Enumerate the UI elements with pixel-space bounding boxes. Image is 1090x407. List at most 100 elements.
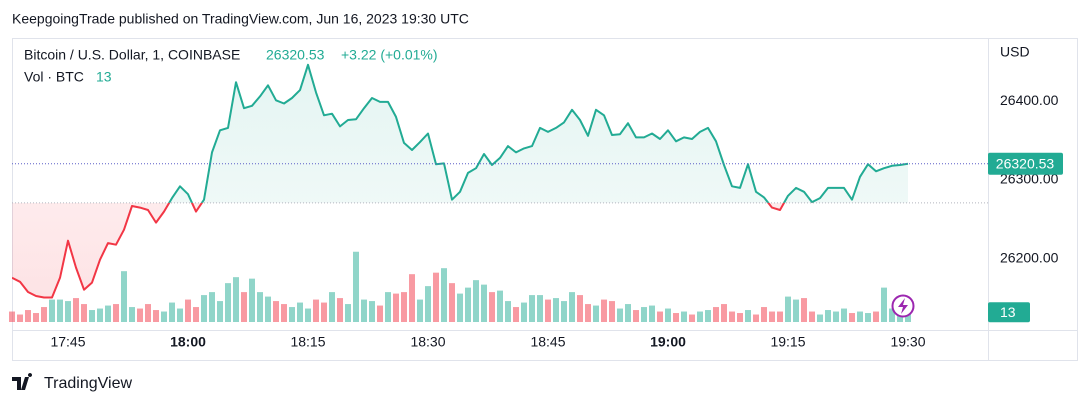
volume-bar bbox=[209, 292, 215, 322]
volume-title: Vol · BTC bbox=[24, 69, 84, 85]
volume-bar bbox=[369, 301, 375, 322]
volume-bar bbox=[905, 312, 911, 322]
volume-bar bbox=[9, 311, 15, 322]
volume-bar bbox=[753, 314, 759, 322]
volume-bar bbox=[393, 293, 399, 322]
area-down bbox=[12, 202, 908, 298]
volume-bar bbox=[433, 272, 439, 322]
volume-bar bbox=[545, 299, 551, 322]
volume-bar bbox=[265, 296, 271, 322]
volume-bar bbox=[257, 292, 263, 322]
x-tick-label: 17:45 bbox=[50, 334, 85, 350]
replay-icon bbox=[891, 294, 915, 318]
volume-bar bbox=[177, 308, 183, 322]
volume-bar bbox=[481, 284, 487, 322]
volume-bar bbox=[689, 314, 695, 322]
price-line-up bbox=[168, 63, 909, 203]
volume-bar bbox=[761, 307, 767, 322]
volume-bar bbox=[497, 290, 503, 322]
volume-bar bbox=[57, 299, 63, 322]
volume-bar bbox=[441, 268, 447, 322]
volume-bar bbox=[409, 274, 415, 322]
volume-bar bbox=[641, 307, 647, 322]
volume-bar bbox=[585, 304, 591, 322]
volume-bar bbox=[65, 301, 71, 322]
volume-bar bbox=[49, 299, 55, 322]
x-tick-label: 19:00 bbox=[650, 334, 686, 350]
volume-bar bbox=[593, 305, 599, 322]
volume-bar bbox=[825, 310, 831, 322]
volume-last-box bbox=[988, 302, 1030, 323]
volume-last-label: 13 bbox=[1000, 304, 1016, 320]
volume-bar bbox=[401, 292, 407, 322]
x-tick-label: 19:15 bbox=[770, 334, 805, 350]
volume-bar bbox=[281, 304, 287, 322]
volume-bar bbox=[649, 305, 655, 322]
volume-bar bbox=[73, 298, 79, 322]
volume-bar bbox=[513, 307, 519, 322]
volume-bar bbox=[17, 314, 23, 322]
volume-bar bbox=[705, 310, 711, 322]
volume-bar bbox=[129, 307, 135, 322]
volume-bar bbox=[273, 301, 279, 322]
footer: TradingView bbox=[44, 375, 132, 392]
volume-bar bbox=[313, 299, 319, 322]
volume-bar bbox=[385, 292, 391, 322]
volume-bar bbox=[81, 304, 87, 322]
volume-bar bbox=[449, 283, 455, 322]
volume-bar bbox=[169, 302, 175, 322]
volume-bar bbox=[241, 292, 247, 322]
volume-bar bbox=[529, 295, 535, 322]
volume-bar bbox=[337, 298, 343, 322]
volume-bar bbox=[673, 313, 679, 322]
volume-bar bbox=[657, 311, 663, 322]
last-price-label: 26320.53 bbox=[996, 156, 1055, 172]
volume-bar bbox=[329, 292, 335, 322]
x-tick-label: 18:00 bbox=[170, 334, 206, 350]
volume-bar bbox=[153, 310, 159, 322]
volume-bar bbox=[113, 304, 119, 322]
footer-logo: TradingView bbox=[12, 373, 132, 392]
volume-bar bbox=[353, 251, 359, 322]
volume-bar bbox=[721, 304, 727, 322]
volume-bar bbox=[217, 301, 223, 322]
volume-bar bbox=[889, 308, 895, 322]
volume-bar bbox=[201, 295, 207, 322]
last-price-box bbox=[988, 152, 1063, 175]
volume-bar bbox=[713, 307, 719, 322]
volume-bar bbox=[873, 311, 879, 322]
volume-bar bbox=[161, 311, 167, 322]
x-tick-label: 18:15 bbox=[290, 334, 325, 350]
volume-bar bbox=[745, 310, 751, 322]
volume-bar bbox=[553, 298, 559, 322]
chart-frame bbox=[12, 38, 1078, 361]
volume-bar bbox=[489, 292, 495, 322]
volume-bar bbox=[521, 302, 527, 322]
volume-bar bbox=[617, 308, 623, 322]
symbol-title: Bitcoin / U.S. Dollar, 1, COINBASE bbox=[24, 47, 240, 63]
volume-bar bbox=[625, 304, 631, 322]
volume-bar bbox=[561, 301, 567, 322]
volume-bar bbox=[769, 311, 775, 322]
volume-bar bbox=[425, 286, 431, 322]
area-up bbox=[169, 64, 908, 203]
y-tick-label: 26200.00 bbox=[1000, 250, 1059, 266]
price-change: +3.22 (+0.01%) bbox=[341, 47, 438, 63]
volume-bar bbox=[729, 311, 735, 322]
volume-bar bbox=[833, 311, 839, 322]
volume-last: 13 bbox=[96, 69, 112, 85]
volume-bar bbox=[697, 311, 703, 322]
volume-bar bbox=[145, 304, 151, 322]
volume-bar bbox=[505, 301, 511, 322]
volume-bar bbox=[537, 295, 543, 322]
volume-bar bbox=[793, 299, 799, 322]
volume-bar bbox=[841, 308, 847, 322]
volume-bar bbox=[881, 287, 887, 322]
volume-bar bbox=[121, 271, 127, 322]
volume-bar bbox=[665, 308, 671, 322]
plot bbox=[9, 63, 988, 322]
volume-bar bbox=[297, 302, 303, 322]
volume-bar bbox=[305, 308, 311, 322]
volume-bar bbox=[601, 299, 607, 322]
volume-bar bbox=[137, 308, 143, 322]
